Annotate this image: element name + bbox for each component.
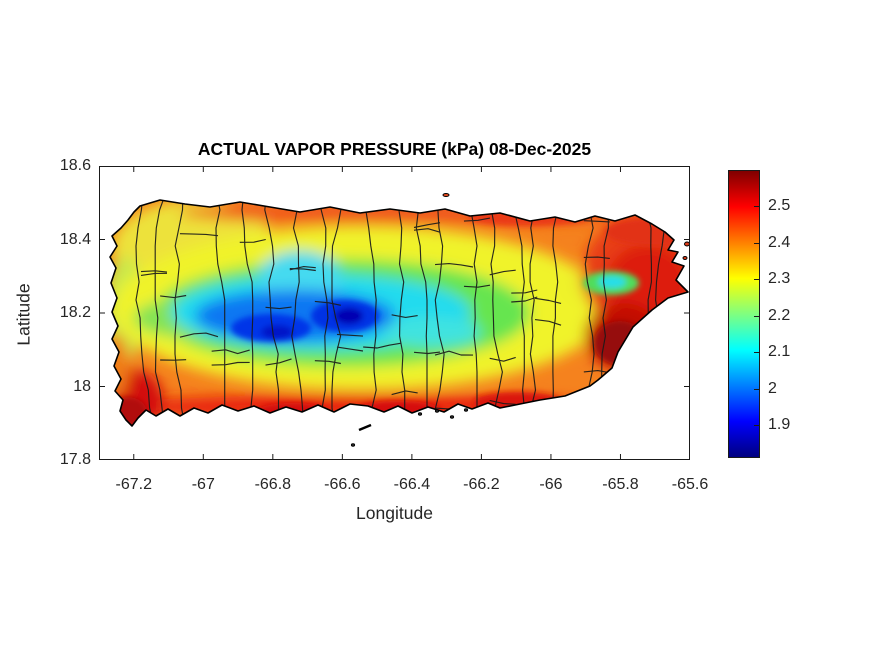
plot-border	[99, 166, 690, 460]
y-tick-label: 18.2	[59, 304, 91, 321]
x-tick-label: -66.4	[393, 476, 431, 493]
offshore-islets	[350, 193, 690, 447]
colorbar-tick-label: 2.3	[768, 270, 791, 288]
x-tick-label: -67.2	[115, 476, 152, 493]
colorbar-tick-label: 1.9	[768, 416, 791, 434]
plot-area	[99, 165, 691, 461]
y-tick-label: 18.4	[59, 230, 91, 248]
colorbar-tick-mark	[754, 352, 759, 354]
y-tick-label: 17.8	[59, 451, 91, 468]
colorbar-tick-mark	[754, 315, 759, 317]
x-tick-label: -65.8	[602, 476, 639, 493]
x-tick-label: -66.8	[254, 476, 292, 493]
colorbar-tick-mark	[754, 388, 759, 390]
colorbar-tick-label: 2	[768, 379, 777, 397]
x-tick-label: -66.2	[463, 476, 500, 493]
x-axis-label: Longitude	[356, 503, 433, 523]
colorbar-tick-label: 2.5	[768, 197, 791, 215]
colorbar-tick-label: 2.2	[768, 306, 791, 324]
y-tick-label: 18.6	[59, 157, 91, 174]
puerto-rico-map	[99, 165, 691, 461]
colorbar-tick-label: 2.4	[768, 233, 791, 251]
colorbar-tick-mark	[754, 206, 759, 208]
coastline	[109, 199, 689, 427]
colorbar-tick-label: 2.1	[768, 343, 791, 361]
x-tick-label: -67	[191, 476, 215, 493]
x-tick-label: -66	[539, 476, 563, 493]
y-tick-label: 18	[73, 377, 91, 395]
x-tick-label: -65.6	[671, 476, 709, 493]
x-tick-label: -66.6	[324, 476, 361, 493]
colorbar-tick-mark	[754, 242, 759, 244]
colorbar	[728, 170, 760, 458]
colorbar-tick-mark	[754, 425, 759, 427]
colorbar-tick-mark	[754, 279, 759, 281]
chart-title: ACTUAL VAPOR PRESSURE (kPa) 08-Dec-2025	[197, 139, 592, 159]
